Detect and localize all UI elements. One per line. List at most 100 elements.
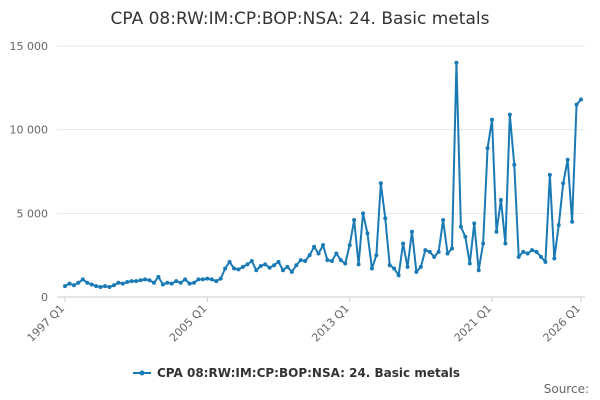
point [565, 157, 570, 162]
point [516, 254, 521, 259]
point [374, 253, 379, 258]
point [454, 60, 459, 65]
point [134, 279, 139, 284]
point [441, 218, 446, 223]
point [147, 278, 152, 283]
point [174, 279, 179, 284]
point [458, 224, 463, 229]
point [556, 223, 561, 228]
point [129, 279, 134, 284]
point [498, 197, 503, 202]
point [432, 254, 437, 259]
point [138, 278, 143, 283]
point [263, 262, 268, 267]
point [67, 281, 72, 286]
point [218, 276, 223, 281]
point [427, 249, 432, 254]
point [414, 269, 419, 274]
point [534, 249, 539, 254]
point [143, 277, 148, 282]
point [307, 253, 312, 258]
point [369, 266, 374, 271]
point [409, 229, 414, 234]
point [249, 259, 254, 264]
point [316, 251, 321, 256]
point [494, 229, 499, 234]
point [227, 259, 232, 264]
point [361, 211, 366, 216]
point [303, 259, 308, 264]
point [396, 273, 401, 278]
point [76, 280, 81, 285]
point [298, 258, 303, 263]
point [236, 267, 241, 272]
point [165, 280, 170, 285]
x-tick-label: 1997 Q1 [25, 302, 68, 345]
point [521, 249, 526, 254]
point [223, 266, 228, 271]
point [329, 259, 334, 264]
point [512, 162, 517, 167]
y-tick-label: 15 000 [10, 40, 49, 53]
point [276, 259, 281, 264]
point [245, 262, 250, 267]
point [321, 243, 325, 248]
point [200, 277, 205, 282]
point [503, 241, 508, 246]
point [89, 282, 94, 287]
point [312, 244, 317, 249]
point [160, 282, 165, 287]
point [552, 256, 557, 261]
point [232, 266, 237, 271]
point [120, 281, 125, 286]
point [463, 234, 468, 239]
x-tick-label: 2013 Q1 [309, 302, 352, 345]
x-tick-label: 2026 Q1 [541, 302, 584, 345]
point [436, 249, 441, 254]
point [405, 264, 410, 269]
point [387, 263, 392, 268]
point [71, 283, 76, 288]
point [481, 241, 486, 246]
point [151, 280, 156, 285]
point [111, 283, 116, 288]
point [280, 268, 285, 273]
point [352, 218, 357, 223]
point [116, 280, 121, 285]
point [107, 284, 112, 289]
point [169, 281, 174, 286]
point [401, 241, 406, 246]
point [490, 117, 495, 122]
legend-marker [139, 370, 145, 376]
point [383, 216, 388, 221]
chart-title: CPA 08:RW:IM:CP:BOP:NSA: 24. Basic metal… [111, 9, 490, 29]
point [476, 268, 481, 273]
point [187, 281, 192, 286]
point [98, 284, 103, 289]
point [196, 277, 201, 282]
point [365, 231, 370, 236]
point [579, 97, 583, 102]
point [485, 146, 490, 151]
x-tick-label: 2021 Q1 [452, 302, 495, 345]
point [214, 279, 219, 284]
point [289, 269, 294, 274]
point [240, 264, 245, 269]
point [418, 264, 423, 269]
point [103, 284, 108, 289]
point [80, 277, 85, 282]
y-tick-label: 5 000 [17, 207, 49, 220]
point [156, 274, 161, 279]
point [445, 251, 450, 256]
legend-label: CPA 08:RW:IM:CP:BOP:NSA: 24. Basic metal… [157, 366, 460, 380]
point [254, 268, 259, 273]
y-tick-label: 10 000 [10, 124, 49, 137]
point [530, 248, 535, 253]
point [183, 277, 188, 282]
point [356, 262, 361, 267]
point [209, 277, 214, 282]
point [525, 251, 530, 256]
point [467, 261, 472, 266]
point [378, 181, 383, 186]
